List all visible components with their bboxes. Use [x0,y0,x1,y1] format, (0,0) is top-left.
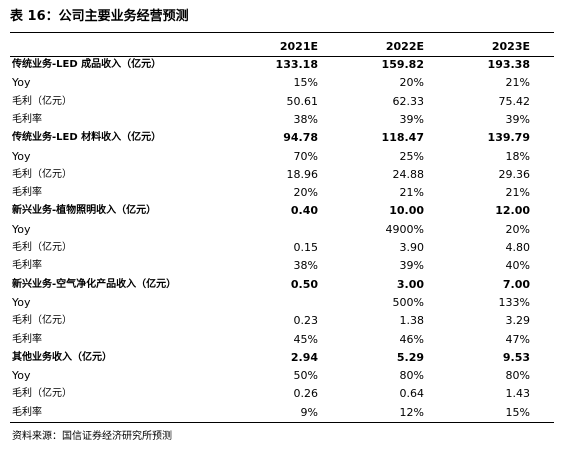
cell: 80% [399,369,424,383]
cell: 7.00 [502,277,530,291]
cell: 15% [505,405,530,419]
cell: 0.15 [293,241,319,254]
cell: 24.88 [392,167,425,181]
cell: 10.00 [389,204,424,218]
cell: 25% [399,149,424,163]
row-label: 毛利（亿元） [12,315,72,327]
cell: 0.64 [399,387,425,401]
row-label: 毛利（亿元） [12,242,72,253]
cell: 0.23 [293,314,319,328]
row-label: 毛利（亿元） [12,95,72,107]
row-label: 新兴业务-空气净化产品收入（亿元） [12,278,177,290]
row-label: 其他业务收入（亿元） [12,351,112,363]
source: 资料来源：国信证券经济研究所预测 [12,431,172,442]
rule [10,422,554,423]
cell: 9% [300,405,318,419]
cell: 18% [505,149,530,163]
row-label: 毛利率 [12,333,42,345]
cell: 39% [505,112,530,126]
cell: 15% [293,76,318,90]
row-label: 新兴业务-植物照明收入（亿元） [12,205,157,217]
cell: 12% [399,405,424,419]
row-label: 传统业务-LED 成品收入（亿元） [12,59,162,70]
cell: 4.80 [505,241,531,254]
cell: 46% [399,332,424,346]
cell: 20% [399,76,424,90]
cell: 1.38 [399,314,425,328]
row-label: Yoy [12,149,31,163]
column-header: 2023E [491,40,530,53]
cell: 4900% [385,222,424,236]
cell: 38% [293,259,318,273]
column-header: 2021E [279,40,318,53]
cell: 1.43 [505,387,531,401]
cell: 21% [505,186,530,200]
rule [10,32,554,33]
cell: 500% [392,295,424,309]
cell: 21% [399,186,424,200]
title: 表 16：公司主要业务经营预测 [10,9,189,24]
cell: 21% [505,76,530,90]
cell: 45% [293,332,318,346]
cell: 0.40 [290,204,318,218]
cell: 133.18 [275,58,318,71]
column-header: 2022E [385,40,424,53]
cell: 39% [399,259,424,273]
cell: 75.42 [498,94,531,108]
cell: 193.38 [487,58,530,71]
row-label: Yoy [12,222,31,236]
cell: 12.00 [495,204,530,218]
cell: 118.47 [381,131,424,145]
cell: 20% [293,186,318,200]
row-label: 毛利率 [12,406,42,418]
row-label: 毛利（亿元） [12,388,72,400]
row-label: 毛利率 [12,113,42,125]
cell: 3.29 [505,314,531,328]
cell: 139.79 [487,131,530,145]
cell: 39% [399,112,424,126]
cell: 40% [505,259,530,273]
cell: 0.26 [293,387,319,401]
cell: 159.82 [381,58,424,71]
cell: 70% [293,149,318,163]
cell: 5.29 [396,350,424,364]
cell: 94.78 [283,131,318,145]
cell: 18.96 [286,167,319,181]
cell: 29.36 [498,167,531,181]
cell: 20% [505,222,530,236]
cell: 50.61 [286,94,319,108]
cell: 3.90 [399,241,425,254]
cell: 47% [505,332,530,346]
cell: 2.94 [290,350,318,364]
row-label: 毛利（亿元） [12,168,72,180]
cell: 38% [293,112,318,126]
cell: 0.50 [290,277,318,291]
row-label: 毛利率 [12,260,42,272]
cell: 3.00 [396,277,424,291]
cell: 62.33 [392,94,425,108]
row-label: 毛利率 [12,187,42,199]
cell: 80% [505,369,530,383]
row-label: Yoy [12,76,31,90]
row-label: Yoy [12,295,31,309]
cell: 133% [498,295,530,309]
row-label: Yoy [12,369,31,383]
row-label: 传统业务-LED 材料收入（亿元） [12,132,162,144]
cell: 50% [293,369,318,383]
cell: 9.53 [502,350,530,364]
rule [10,56,554,57]
